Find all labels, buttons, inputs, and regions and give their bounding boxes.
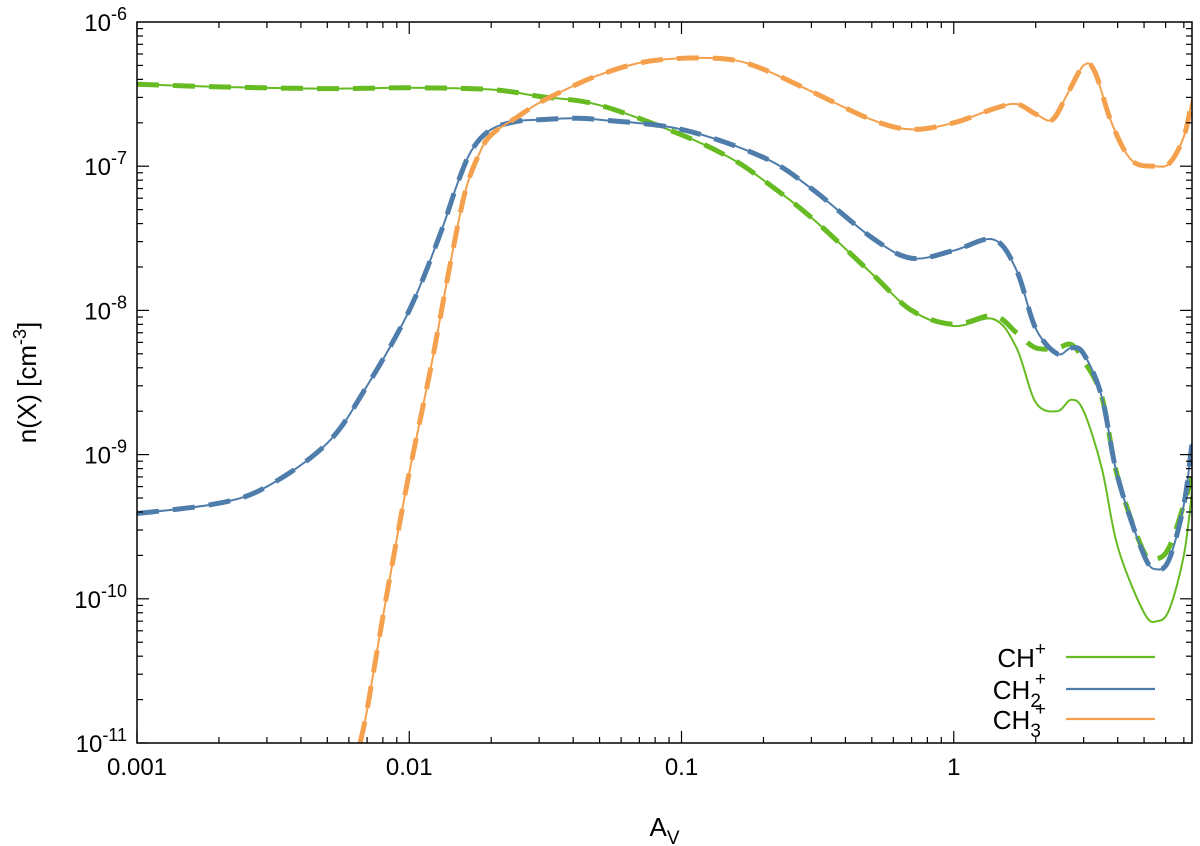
y-tick-label: 10-7 <box>84 148 127 181</box>
legend-label: CH3+ <box>993 699 1046 742</box>
legend-label-sup: + <box>1035 669 1046 690</box>
y-tick-label: 10-8 <box>84 292 127 325</box>
series-ch3-plus-dashed <box>357 55 1192 743</box>
y-axis-label-end: ] <box>12 322 42 329</box>
legend-label-name: CH <box>993 675 1031 705</box>
y-tick-label-exp: -7 <box>111 148 127 168</box>
y-tick-label: 10-6 <box>84 4 127 37</box>
y-tick-label-exp: -10 <box>101 581 127 601</box>
plot-lines <box>137 55 1192 743</box>
x-tick-label: 1 <box>947 754 960 781</box>
y-tick-label-exp: -9 <box>111 437 127 457</box>
legend: CH+CH2+CH3+ <box>993 639 1155 742</box>
y-tick-label: 10-10 <box>74 581 127 614</box>
y-tick-label-base: 10 <box>84 10 111 37</box>
legend-label-sup: + <box>1035 699 1046 720</box>
x-tick-label: 0.1 <box>665 754 698 781</box>
y-tick-label-base: 10 <box>74 587 101 614</box>
y-tick-label-base: 10 <box>84 154 111 181</box>
series-ch3-plus <box>359 56 1192 743</box>
y-tick-label-exp: -6 <box>111 4 127 24</box>
legend-label-sup: + <box>1035 639 1046 660</box>
y-tick-label-exp: -11 <box>102 725 127 745</box>
y-tick-label-base: 10 <box>76 731 103 758</box>
legend-label-name: CH <box>993 705 1031 735</box>
series-ch2-plus <box>137 117 1192 571</box>
legend-label: CH2+ <box>993 669 1046 712</box>
x-axis: 0.001 0.01 0.1 1 <box>107 22 1185 781</box>
series-ch-plus-solid <box>137 83 1192 624</box>
series-ch2-plus-dashed <box>137 115 1192 572</box>
legend-label-sub: 2 <box>1030 691 1041 712</box>
legend-label-sub: 3 <box>1030 721 1041 742</box>
plot-frame <box>136 21 1193 744</box>
y-tick-label-base: 10 <box>84 443 111 470</box>
x-tick-label: 0.001 <box>107 754 167 781</box>
x-axis-label: AV <box>649 812 679 846</box>
y-axis-label-sup: -3 <box>10 329 30 345</box>
legend-label-name: CH <box>997 643 1035 673</box>
y-tick-label: 10-9 <box>84 437 127 470</box>
legend-label: CH+ <box>997 639 1046 673</box>
x-axis-label-sub: V <box>667 828 680 846</box>
y-tick-label-base: 10 <box>84 298 111 325</box>
x-tick-label: 0.01 <box>386 754 433 781</box>
y-tick-label: 10-11 <box>76 725 127 758</box>
y-axis-label: n(X) [cm-3] <box>10 322 42 443</box>
y-tick-label-exp: -8 <box>111 292 127 312</box>
x-axis-label-main: A <box>649 812 667 842</box>
y-axis-label-main: n(X) [cm <box>12 345 42 443</box>
